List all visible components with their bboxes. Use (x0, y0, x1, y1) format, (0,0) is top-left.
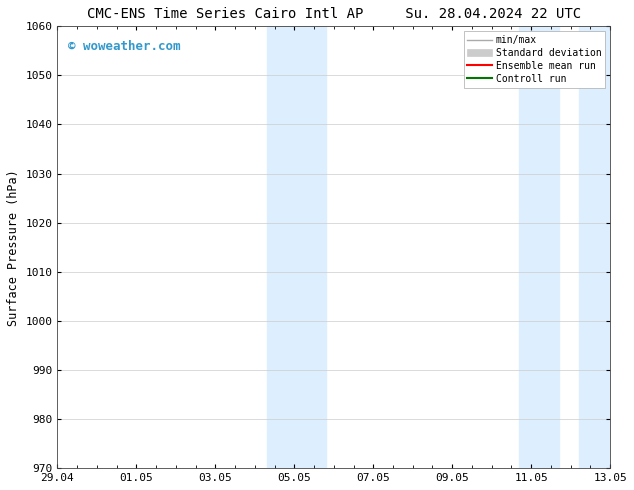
Legend: min/max, Standard deviation, Ensemble mean run, Controll run: min/max, Standard deviation, Ensemble me… (463, 31, 605, 88)
Bar (519, 26, 559, 468)
Bar (267, 26, 326, 468)
Bar (579, 26, 610, 468)
Text: © woweather.com: © woweather.com (68, 40, 181, 52)
Y-axis label: Surface Pressure (hPa): Surface Pressure (hPa) (7, 169, 20, 326)
Title: CMC-ENS Time Series Cairo Intl AP     Su. 28.04.2024 22 UTC: CMC-ENS Time Series Cairo Intl AP Su. 28… (87, 7, 581, 21)
